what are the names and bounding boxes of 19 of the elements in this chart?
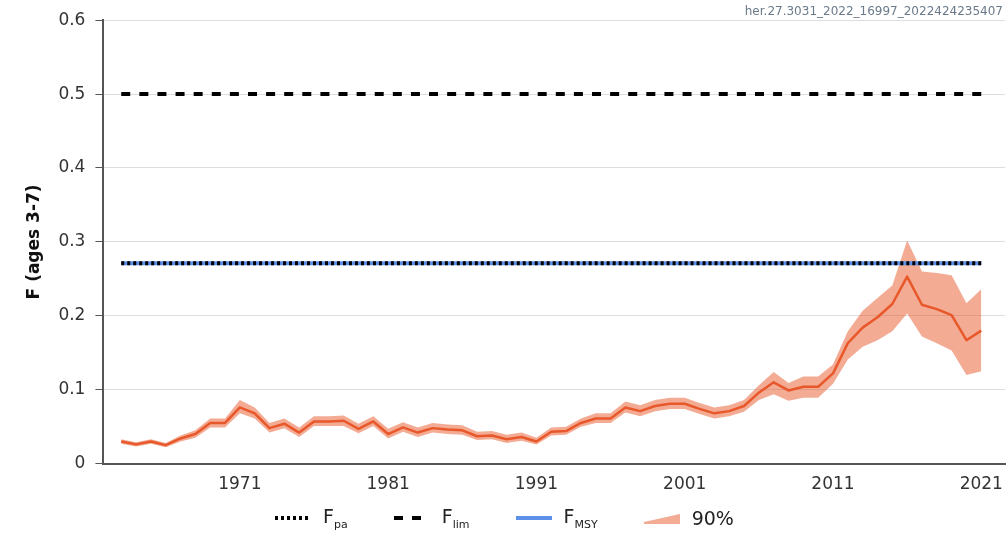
legend-label: F$_{lim}$ xyxy=(441,505,470,531)
legend-label: 90% xyxy=(691,507,734,529)
y-tick-label: 0.5 xyxy=(58,82,86,103)
x-tick-label: 1971 xyxy=(218,473,262,494)
legend-label: F$_{MSY}$ xyxy=(563,505,598,531)
y-tick-label: 0.1 xyxy=(58,378,86,399)
y-tick-label: 0.4 xyxy=(58,156,86,177)
y-tick-label: 0 xyxy=(74,452,86,473)
x-tick-label: 2011 xyxy=(811,473,855,494)
x-tick-label: 2021 xyxy=(959,473,1003,494)
x-tick-label: 1991 xyxy=(514,473,559,494)
y-axis-title: F (ages 3-7) xyxy=(22,184,43,300)
x-tick-label: 2001 xyxy=(663,473,707,494)
legend-label: F$_{pa}$ xyxy=(323,505,348,531)
text: her.27.3031_2022_16997_2022424235407 xyxy=(744,4,1003,18)
y-tick-label: 0.2 xyxy=(58,304,86,325)
y-tick-label: 0.3 xyxy=(58,230,86,251)
y-tick-label: 0.6 xyxy=(58,8,86,29)
x-tick-label: 1981 xyxy=(366,473,410,494)
